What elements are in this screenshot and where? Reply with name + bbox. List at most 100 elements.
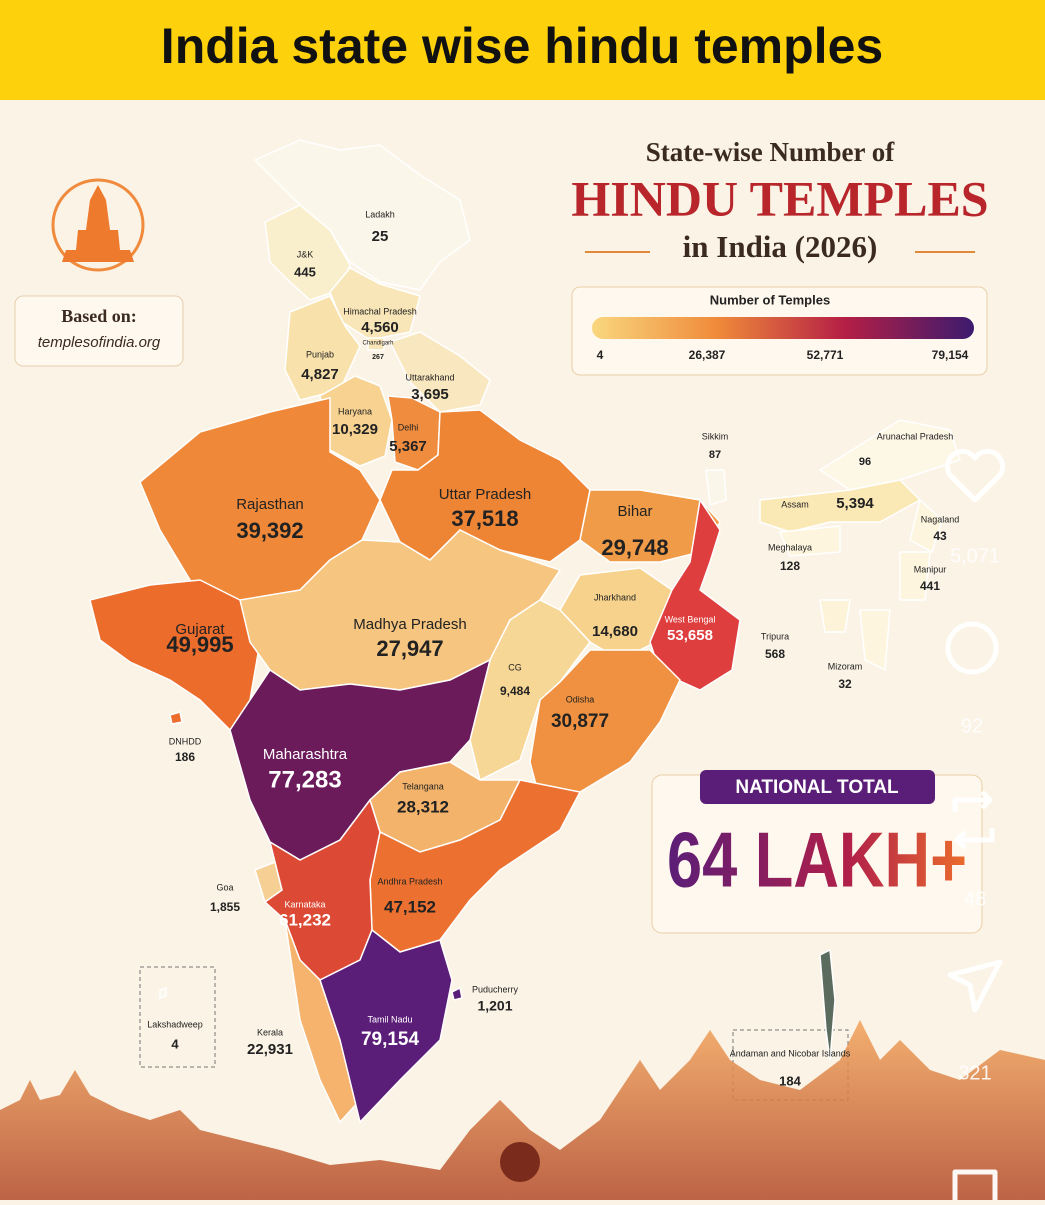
title-line-3: in India (2026) xyxy=(683,229,878,264)
temple-skyline xyxy=(0,1020,1045,1200)
state-name: Lakshadweep xyxy=(147,1019,203,1029)
state-region xyxy=(159,986,167,1000)
state-name: Puducherry xyxy=(472,984,519,994)
legend-tick: 26,387 xyxy=(689,348,726,362)
state-name: Tamil Nadu xyxy=(367,1014,412,1024)
state-name: Telangana xyxy=(402,781,444,791)
comment-button[interactable] xyxy=(945,621,999,675)
state-value: 43 xyxy=(933,529,947,543)
state-name: Assam xyxy=(781,499,809,509)
state-value: 184 xyxy=(779,1073,801,1088)
share-button[interactable] xyxy=(947,959,1003,1013)
state-name: Jharkhand xyxy=(594,592,636,602)
state-region xyxy=(819,599,851,633)
state-name: Rajasthan xyxy=(236,496,304,513)
state-value: 32 xyxy=(838,677,852,691)
state-name: Chandigarh xyxy=(362,341,393,347)
state-region xyxy=(649,497,741,691)
state-name: Uttar Pradesh xyxy=(439,486,532,503)
state-region xyxy=(388,331,491,413)
like-count: 5,071 xyxy=(950,545,1000,567)
header-title: India state wise hindu temples xyxy=(161,18,883,74)
state-value: 96 xyxy=(859,456,871,468)
state-name: J&K xyxy=(297,249,314,259)
state-region xyxy=(759,479,922,533)
state-name: Meghalaya xyxy=(768,542,812,552)
state-value: 186 xyxy=(175,750,195,764)
state-value: 61,232 xyxy=(279,910,331,929)
total-label-bg xyxy=(700,770,935,804)
state-value: 5,394 xyxy=(836,495,874,512)
state-value: 87 xyxy=(709,449,721,461)
state-value: 128 xyxy=(780,559,800,573)
state-name: Kerala xyxy=(257,1027,283,1037)
state-name: Manipur xyxy=(914,564,947,574)
state-value: 30,877 xyxy=(551,711,609,732)
lakshadweep-box xyxy=(139,966,216,1068)
state-name: Nagaland xyxy=(921,514,960,524)
state-value: 27,947 xyxy=(376,636,443,661)
state-name: Delhi xyxy=(398,422,419,432)
state-value: 47,152 xyxy=(384,897,436,916)
state-value: 267 xyxy=(372,354,384,361)
state-region xyxy=(329,267,421,341)
state-name: West Bengal xyxy=(665,614,716,624)
state-value: 39,392 xyxy=(236,518,303,543)
state-value: 10,329 xyxy=(332,421,378,438)
state-name: Bihar xyxy=(617,503,652,520)
legend-tick: 52,771 xyxy=(807,348,844,362)
state-region xyxy=(451,986,463,1001)
state-value: 4,560 xyxy=(361,319,399,336)
state-value: 445 xyxy=(294,264,316,279)
state-value: 568 xyxy=(765,647,785,661)
state-name: Tripura xyxy=(761,631,789,641)
state-name: Haryana xyxy=(338,406,372,416)
state-region xyxy=(819,948,836,1061)
title-line-1: State-wise Number of xyxy=(646,137,895,167)
state-name: Mizoram xyxy=(828,661,863,671)
repost-count: 48 xyxy=(964,888,986,910)
state-region xyxy=(778,525,841,557)
legend-tick: 79,154 xyxy=(932,348,969,362)
map-labels: Ladakh 25 J&K 445 Himachal Pradesh 4,560 Chand… xyxy=(147,209,959,1088)
state-name: Andhra Pradesh xyxy=(377,876,442,886)
source-box xyxy=(14,295,184,367)
om-emblem xyxy=(500,1142,540,1182)
source-label: Based on: xyxy=(61,306,137,326)
state-value: 79,154 xyxy=(361,1029,420,1050)
save-button[interactable] xyxy=(952,1169,998,1200)
share-count: 321 xyxy=(958,1062,991,1084)
temple-logo xyxy=(51,178,145,272)
state-name: Ladakh xyxy=(365,209,395,219)
legend-gradient xyxy=(592,317,974,339)
state-name: Odisha xyxy=(566,694,595,704)
state-name: Gujarat xyxy=(175,621,225,638)
state-name: Arunachal Pradesh xyxy=(877,431,954,441)
legend-title: Number of Temples xyxy=(710,292,830,307)
state-name: Sikkim xyxy=(702,431,729,441)
state-name: DNHDD xyxy=(169,736,202,746)
state-value: 4,827 xyxy=(301,366,339,383)
state-value: 441 xyxy=(920,579,940,593)
state-value: 29,748 xyxy=(601,535,668,560)
total-value: 64 LAKH+ xyxy=(667,816,967,904)
state-name: Goa xyxy=(216,882,233,892)
state-region xyxy=(367,337,385,351)
state-value: 49,995 xyxy=(166,632,233,657)
repost-button[interactable] xyxy=(952,790,995,850)
state-region xyxy=(899,551,931,601)
state-region xyxy=(284,295,361,401)
state-name: Uttarakhand xyxy=(405,372,454,382)
state-name: Madhya Pradesh xyxy=(353,616,466,633)
like-button[interactable] xyxy=(944,448,1006,503)
state-value: 14,680 xyxy=(592,623,638,640)
state-name: Punjab xyxy=(306,349,334,359)
state-value: 22,931 xyxy=(247,1041,293,1058)
state-value: 53,658 xyxy=(667,627,713,644)
state-name: Andaman and Nicobar Islands xyxy=(730,1048,851,1058)
state-value: 4 xyxy=(171,1036,179,1051)
source-url: templesofindia.org xyxy=(38,334,161,351)
state-value: 1,201 xyxy=(477,998,512,1014)
